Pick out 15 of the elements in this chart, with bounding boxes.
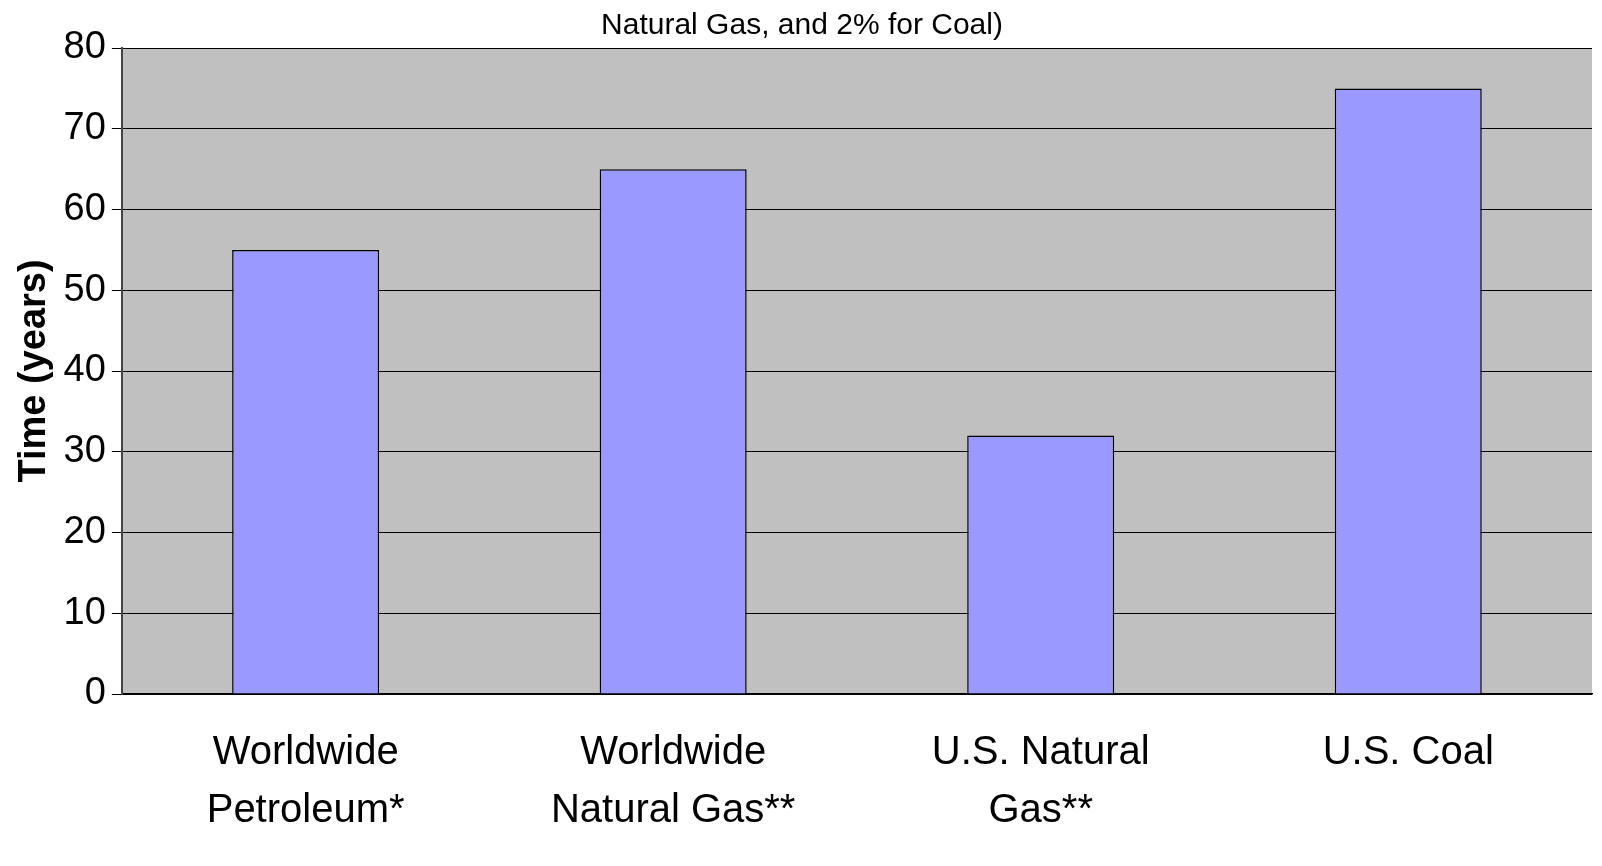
x-tick-label: Worldwide Petroleum* — [206, 728, 405, 831]
y-axis-title: Time (years) — [11, 259, 54, 483]
y-tick-label: 60 — [63, 185, 106, 228]
y-tick-label: 70 — [63, 105, 106, 148]
y-tick-label: 20 — [63, 508, 106, 551]
chart-title: Natural Gas, and 2% for Coal) — [601, 7, 1003, 41]
x-tick-label: U.S. Natural Gas** — [931, 728, 1150, 831]
y-tick-label: 50 — [63, 266, 106, 309]
y-tick-label: 80 — [63, 24, 106, 67]
y-tick-label: 30 — [63, 428, 106, 471]
x-tick-label: U.S. Coal — [1322, 728, 1494, 773]
y-tick-label: 0 — [84, 670, 106, 713]
y-tick-label: 40 — [63, 347, 106, 390]
x-tick-label: Worldwide Natural Gas** — [550, 728, 796, 831]
y-tick-label: 10 — [63, 589, 106, 632]
